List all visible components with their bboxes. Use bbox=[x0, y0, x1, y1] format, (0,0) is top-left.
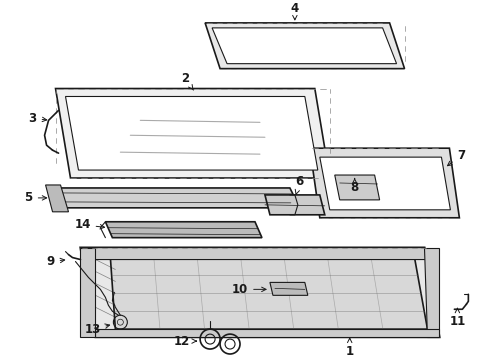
Text: 2: 2 bbox=[181, 72, 194, 90]
Text: 7: 7 bbox=[447, 149, 465, 166]
Polygon shape bbox=[110, 257, 427, 329]
Polygon shape bbox=[96, 329, 440, 337]
Text: 6: 6 bbox=[295, 175, 304, 194]
Text: 14: 14 bbox=[74, 218, 104, 231]
Polygon shape bbox=[66, 96, 318, 170]
Text: 12: 12 bbox=[174, 334, 196, 347]
Text: 3: 3 bbox=[28, 112, 47, 125]
Text: 11: 11 bbox=[449, 308, 466, 328]
Polygon shape bbox=[270, 282, 308, 295]
Polygon shape bbox=[80, 248, 440, 337]
Text: 1: 1 bbox=[345, 338, 354, 357]
Polygon shape bbox=[55, 89, 330, 178]
Text: 5: 5 bbox=[24, 192, 47, 204]
Polygon shape bbox=[46, 185, 69, 212]
Text: 13: 13 bbox=[84, 323, 110, 336]
Text: 8: 8 bbox=[350, 179, 359, 194]
Polygon shape bbox=[335, 175, 380, 200]
Polygon shape bbox=[265, 195, 325, 215]
Text: 4: 4 bbox=[291, 3, 299, 20]
Polygon shape bbox=[212, 28, 396, 64]
Polygon shape bbox=[310, 148, 460, 218]
Polygon shape bbox=[80, 248, 96, 337]
Polygon shape bbox=[424, 248, 440, 337]
Polygon shape bbox=[205, 23, 405, 69]
Polygon shape bbox=[320, 157, 450, 210]
Polygon shape bbox=[80, 248, 427, 260]
Polygon shape bbox=[105, 222, 262, 238]
Polygon shape bbox=[49, 188, 300, 208]
Text: 10: 10 bbox=[232, 283, 266, 296]
Text: 9: 9 bbox=[47, 255, 65, 268]
